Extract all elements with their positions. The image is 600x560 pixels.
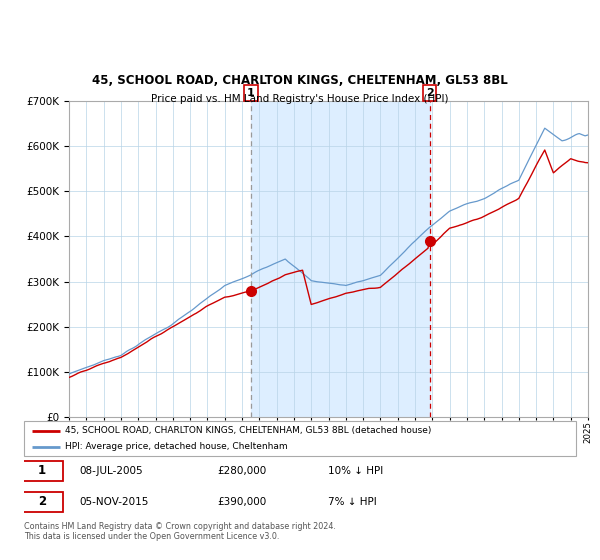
Text: 45, SCHOOL ROAD, CHARLTON KINGS, CHELTENHAM, GL53 8BL (detached house): 45, SCHOOL ROAD, CHARLTON KINGS, CHELTEN… [65, 426, 432, 435]
Text: 05-NOV-2015: 05-NOV-2015 [79, 497, 149, 507]
Text: 45, SCHOOL ROAD, CHARLTON KINGS, CHELTENHAM, GL53 8BL: 45, SCHOOL ROAD, CHARLTON KINGS, CHELTEN… [92, 74, 508, 87]
Text: 7% ↓ HPI: 7% ↓ HPI [328, 497, 376, 507]
FancyBboxPatch shape [24, 421, 576, 456]
Bar [251, 101, 430, 417]
FancyBboxPatch shape [21, 461, 62, 481]
Text: HPI: Average price, detached house, Cheltenham: HPI: Average price, detached house, Chel… [65, 442, 288, 451]
Text: 08-JUL-2005: 08-JUL-2005 [79, 466, 143, 476]
Text: 1: 1 [38, 464, 46, 478]
Text: 2: 2 [38, 495, 46, 508]
Text: Contains HM Land Registry data © Crown copyright and database right 2024.
This d: Contains HM Land Registry data © Crown c… [24, 522, 336, 542]
Text: 2: 2 [425, 88, 433, 98]
Text: 10% ↓ HPI: 10% ↓ HPI [328, 466, 383, 476]
Text: £390,000: £390,000 [217, 497, 266, 507]
Text: 1: 1 [247, 88, 255, 98]
Text: £280,000: £280,000 [217, 466, 266, 476]
Text: Price paid vs. HM Land Registry's House Price Index (HPI): Price paid vs. HM Land Registry's House … [151, 94, 449, 104]
FancyBboxPatch shape [21, 492, 62, 511]
